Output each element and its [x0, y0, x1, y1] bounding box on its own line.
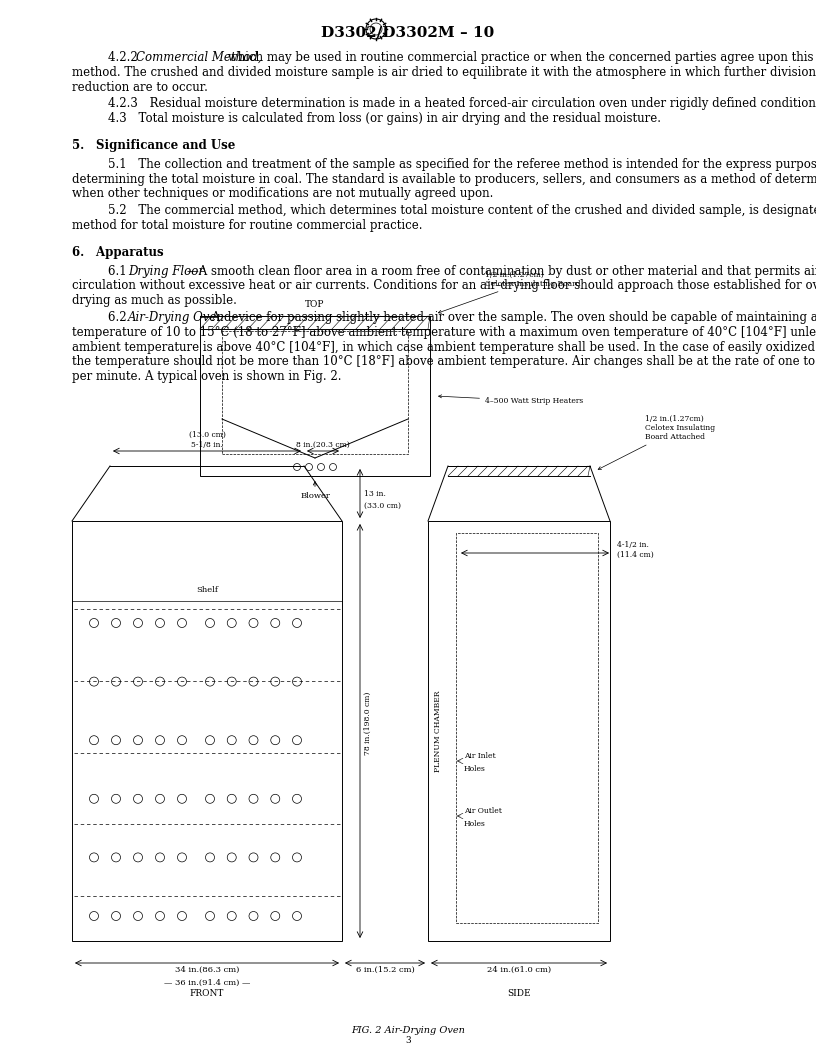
- Text: 3: 3: [406, 1036, 410, 1045]
- Text: 5-1/8 in.: 5-1/8 in.: [191, 441, 223, 449]
- Text: per minute. A typical oven is shown in Fig. 2.: per minute. A typical oven is shown in F…: [72, 371, 342, 383]
- Text: Air Inlet: Air Inlet: [464, 752, 495, 760]
- Text: —A smooth clean floor area in a room free of contamination by dust or other mate: —A smooth clean floor area in a room fre…: [187, 265, 816, 278]
- Text: 4-1/2 in.: 4-1/2 in.: [617, 541, 649, 549]
- Text: 6.1: 6.1: [108, 265, 139, 278]
- Text: determining the total moisture in coal. The standard is available to producers, : determining the total moisture in coal. …: [72, 172, 816, 186]
- Text: (11.4 cm): (11.4 cm): [617, 551, 654, 559]
- Text: 6.2: 6.2: [108, 312, 139, 324]
- Text: method. The crushed and divided moisture sample is air dried to equilibrate it w: method. The crushed and divided moisture…: [72, 65, 816, 79]
- Text: Drying Floor: Drying Floor: [128, 265, 204, 278]
- Bar: [428, 521, 610, 941]
- Text: 34 in.(86.3 cm): 34 in.(86.3 cm): [175, 966, 239, 974]
- Text: Blower: Blower: [300, 482, 330, 499]
- Text: Holes: Holes: [464, 765, 486, 773]
- Text: — 36 in.(91.4 cm) —: — 36 in.(91.4 cm) —: [164, 979, 251, 987]
- Text: TOP: TOP: [305, 300, 325, 309]
- Text: reduction are to occur.: reduction are to occur.: [72, 80, 208, 94]
- Text: Shelf: Shelf: [196, 586, 218, 593]
- Text: 13 in.: 13 in.: [364, 490, 386, 497]
- Text: 4–500 Watt Strip Heaters: 4–500 Watt Strip Heaters: [438, 395, 583, 406]
- Text: 78 in.(198.0 cm): 78 in.(198.0 cm): [364, 692, 372, 755]
- Bar: [222, 331, 408, 454]
- Text: 6 in.(15.2 cm): 6 in.(15.2 cm): [356, 966, 415, 974]
- Text: method for total moisture for routine commercial practice.: method for total moisture for routine co…: [72, 219, 423, 232]
- Text: 5.1 The collection and treatment of the sample as specified for the referee meth: 5.1 The collection and treatment of the …: [108, 157, 816, 171]
- Text: drying as much as possible.: drying as much as possible.: [72, 295, 237, 307]
- Text: 6. Apparatus: 6. Apparatus: [72, 246, 164, 259]
- Text: D3302/D3302M – 10: D3302/D3302M – 10: [322, 26, 494, 40]
- Text: SIDE: SIDE: [508, 989, 531, 998]
- Text: (33.0 cm): (33.0 cm): [364, 502, 401, 509]
- Text: FIG. 2 Air-Drying Oven: FIG. 2 Air-Drying Oven: [351, 1026, 465, 1035]
- Text: 24 in.(61.0 cm): 24 in.(61.0 cm): [487, 966, 551, 974]
- Text: which may be used in routine commercial practice or when the concerned parties a: which may be used in routine commercial …: [224, 51, 814, 64]
- Text: 4.2.3 Residual moisture determination is made in a heated forced-air circulation: 4.2.3 Residual moisture determination is…: [108, 97, 816, 111]
- Text: 4.2.2: 4.2.2: [108, 51, 149, 64]
- Text: 1/2 in.(1.27cm)
Celotex Insulating Board: 1/2 in.(1.27cm) Celotex Insulating Board: [438, 270, 580, 314]
- Text: the temperature should not be more than 10°C [18°F] above ambient temperature. A: the temperature should not be more than …: [72, 356, 816, 369]
- Text: 1/2 in.(1.27cm)
Celotex Insulating
Board Attached: 1/2 in.(1.27cm) Celotex Insulating Board…: [598, 415, 715, 469]
- Text: ambient temperature is above 40°C [104°F], in which case ambient temperature sha: ambient temperature is above 40°C [104°F…: [72, 341, 816, 354]
- Text: 4.3 Total moisture is calculated from loss (or gains) in air drying and the resi: 4.3 Total moisture is calculated from lo…: [108, 112, 661, 126]
- Text: 5.2 The commercial method, which determines total moisture content of the crushe: 5.2 The commercial method, which determi…: [108, 204, 816, 218]
- Text: Commercial Method,: Commercial Method,: [136, 51, 262, 64]
- Bar: [72, 521, 342, 941]
- Text: temperature of 10 to 15°C (18 to 27°F] above ambient temperature with a maximum : temperature of 10 to 15°C (18 to 27°F] a…: [72, 326, 816, 339]
- Text: Air Outlet: Air Outlet: [464, 807, 502, 815]
- Text: Holes: Holes: [464, 821, 486, 828]
- Text: Air-Drying Oven: Air-Drying Oven: [128, 312, 225, 324]
- Text: 8 in.(20.3 cm): 8 in.(20.3 cm): [296, 441, 350, 449]
- Text: (13.0 cm): (13.0 cm): [188, 431, 225, 439]
- Text: —A device for passing slightly heated air over the sample. The oven should be ca: —A device for passing slightly heated ai…: [200, 312, 816, 324]
- Text: when other techniques or modifications are not mutually agreed upon.: when other techniques or modifications a…: [72, 187, 494, 201]
- Text: PLENUM CHAMBER: PLENUM CHAMBER: [434, 691, 442, 772]
- Bar: [200, 316, 430, 476]
- Text: FRONT: FRONT: [190, 989, 224, 998]
- Text: circulation without excessive heat or air currents. Conditions for an air-drying: circulation without excessive heat or ai…: [72, 280, 816, 293]
- Bar: [456, 533, 598, 923]
- Text: 5. Significance and Use: 5. Significance and Use: [72, 139, 235, 152]
